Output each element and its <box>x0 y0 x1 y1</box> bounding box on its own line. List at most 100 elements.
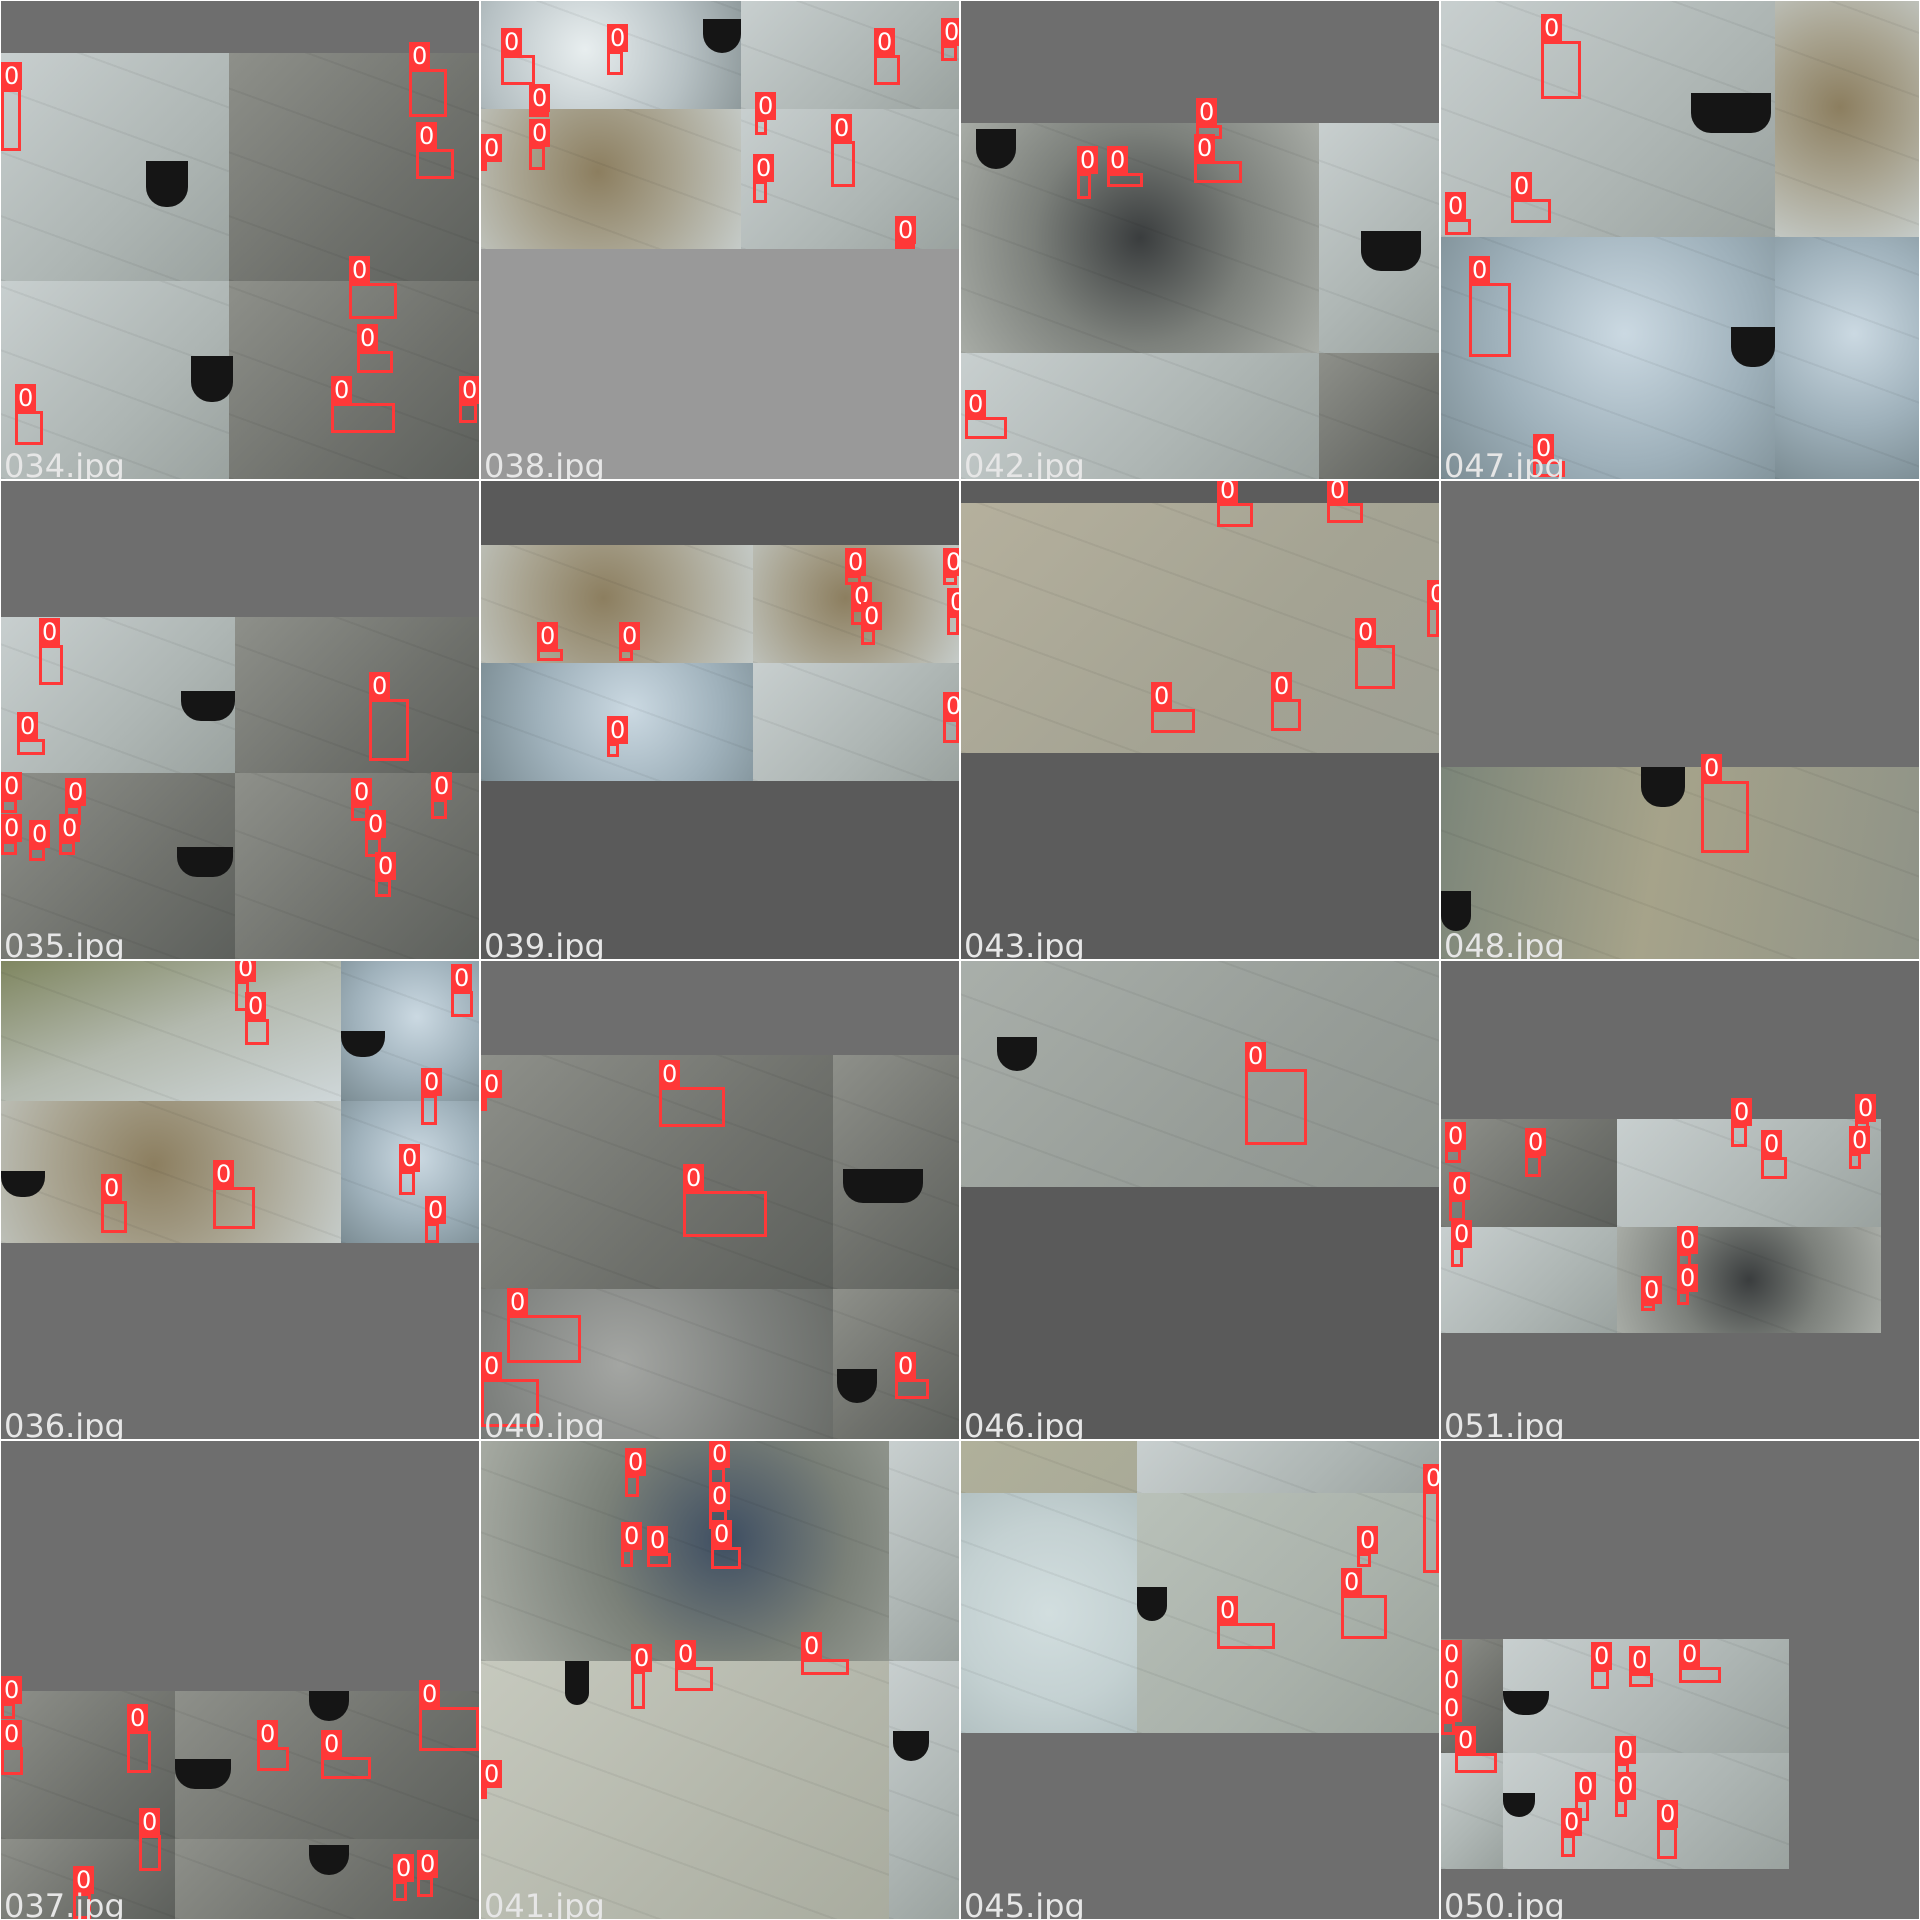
class-label: 0 <box>1615 1772 1637 1800</box>
detection-box: 0 <box>431 772 453 819</box>
detection-box: 0 <box>1341 1568 1387 1639</box>
class-label: 0 <box>943 692 959 720</box>
class-label: 0 <box>801 1632 823 1660</box>
class-label: 0 <box>39 618 61 646</box>
detection-box: 0 <box>1077 146 1099 199</box>
class-label: 0 <box>941 18 959 46</box>
detection-box: 0 <box>421 1068 443 1125</box>
detection-box: 0 <box>753 154 775 203</box>
detection-box: 0 <box>1855 1094 1877 1133</box>
detection-box: 0 <box>419 1680 479 1751</box>
class-label: 0 <box>1657 1800 1679 1828</box>
class-label: 0 <box>1107 146 1129 174</box>
class-label: 0 <box>659 1060 681 1088</box>
detection-box: 0 <box>1677 1264 1699 1305</box>
class-label: 0 <box>537 622 559 650</box>
class-label: 0 <box>369 672 391 700</box>
class-label: 0 <box>831 114 853 142</box>
detection-box: 0 <box>1679 1640 1721 1683</box>
class-label: 0 <box>1327 481 1349 504</box>
detection-box: 0 <box>529 119 551 170</box>
class-label: 0 <box>1761 1130 1783 1158</box>
detection-box: 0 <box>607 716 629 757</box>
class-label: 0 <box>321 1730 343 1758</box>
class-label: 0 <box>351 778 373 806</box>
detection-box: 0 <box>947 588 959 635</box>
tile-034: 0 0 0 0 0 0 0 0 034.jpg <box>1 1 479 479</box>
detection-box: 0 <box>481 134 503 171</box>
image-filename: 035.jpg <box>4 927 125 959</box>
class-label: 0 <box>451 964 473 992</box>
detection-box: 0 <box>29 820 51 861</box>
tile-036: 0 0 0 0 0 0 0 0 036.jpg <box>1 961 479 1439</box>
detection-box: 0 <box>711 1520 741 1569</box>
class-label: 0 <box>1855 1094 1877 1122</box>
detection-box: 0 <box>1194 134 1242 183</box>
image-filename: 048.jpg <box>1444 927 1565 959</box>
detection-box: 0 <box>1469 256 1511 357</box>
detection-box: 0 <box>659 1060 725 1127</box>
class-label: 0 <box>683 1164 705 1192</box>
detection-box: 0 <box>709 1441 731 1487</box>
class-label: 0 <box>755 92 777 120</box>
detection-box: 0 <box>393 1854 415 1901</box>
image-filename: 039.jpg <box>484 927 605 959</box>
class-label: 0 <box>417 1850 439 1878</box>
class-label: 0 <box>416 122 438 150</box>
class-label: 0 <box>1677 1226 1699 1254</box>
detection-box: 0 <box>481 1352 539 1427</box>
class-label: 0 <box>1355 618 1377 646</box>
image-filename: 038.jpg <box>484 447 605 479</box>
class-label: 0 <box>1701 754 1723 782</box>
class-label: 0 <box>1591 1642 1613 1670</box>
detection-box: 0 <box>349 256 397 319</box>
detection-box: 0 <box>1701 754 1749 853</box>
detection-box: 0 <box>1 772 23 813</box>
detection-box: 0 <box>73 1866 95 1919</box>
class-label: 0 <box>425 1196 447 1224</box>
detection-box: 0 <box>257 1720 289 1771</box>
tile-040: 0 0 0 0 0 0 040.jpg <box>481 961 959 1439</box>
class-label: 0 <box>1469 256 1491 284</box>
detection-box: 0 <box>399 1144 421 1195</box>
detection-box: 0 <box>1615 1736 1637 1777</box>
class-label: 0 <box>1217 1596 1239 1624</box>
class-label: 0 <box>1511 172 1533 200</box>
detection-box: 0 <box>1151 682 1195 733</box>
detection-box: 0 <box>417 1850 439 1897</box>
detection-box: 0 <box>1327 481 1363 523</box>
detection-box: 0 <box>375 852 397 897</box>
detection-box: 0 <box>357 324 393 373</box>
detection-box: 0 <box>1 814 23 855</box>
tile-045: 0 0 0 0 045.jpg <box>961 1441 1439 1919</box>
class-label: 0 <box>607 716 629 744</box>
class-label: 0 <box>481 134 503 162</box>
class-label: 0 <box>1271 672 1293 700</box>
detection-box: 0 <box>1761 1130 1787 1179</box>
class-label: 0 <box>1445 1122 1467 1150</box>
class-label: 0 <box>1 62 23 90</box>
class-label: 0 <box>1679 1640 1701 1668</box>
detection-box: 0 <box>507 1288 581 1363</box>
detection-box: 0 <box>1427 580 1439 637</box>
detection-box: 0 <box>1561 1808 1583 1857</box>
class-label: 0 <box>625 1448 647 1476</box>
image-filename: 036.jpg <box>4 1407 125 1439</box>
class-label: 0 <box>1194 134 1216 162</box>
class-label: 0 <box>349 256 371 284</box>
class-label: 0 <box>753 154 775 182</box>
detection-box: 0 <box>874 28 900 85</box>
class-label: 0 <box>709 1482 731 1510</box>
detection-box: 0 <box>331 376 395 433</box>
image-filename: 040.jpg <box>484 1407 605 1439</box>
detection-box: 0 <box>943 692 959 743</box>
detection-box: 0 <box>416 122 454 179</box>
class-label: 0 <box>59 814 81 842</box>
detection-box: 0 <box>1849 1126 1871 1169</box>
image-filename: 047.jpg <box>1444 447 1565 479</box>
class-label: 0 <box>1423 1464 1439 1492</box>
class-label: 0 <box>529 119 551 147</box>
class-label: 0 <box>365 810 387 838</box>
class-label: 0 <box>73 1866 95 1894</box>
detection-box: 0 <box>1525 1128 1547 1177</box>
